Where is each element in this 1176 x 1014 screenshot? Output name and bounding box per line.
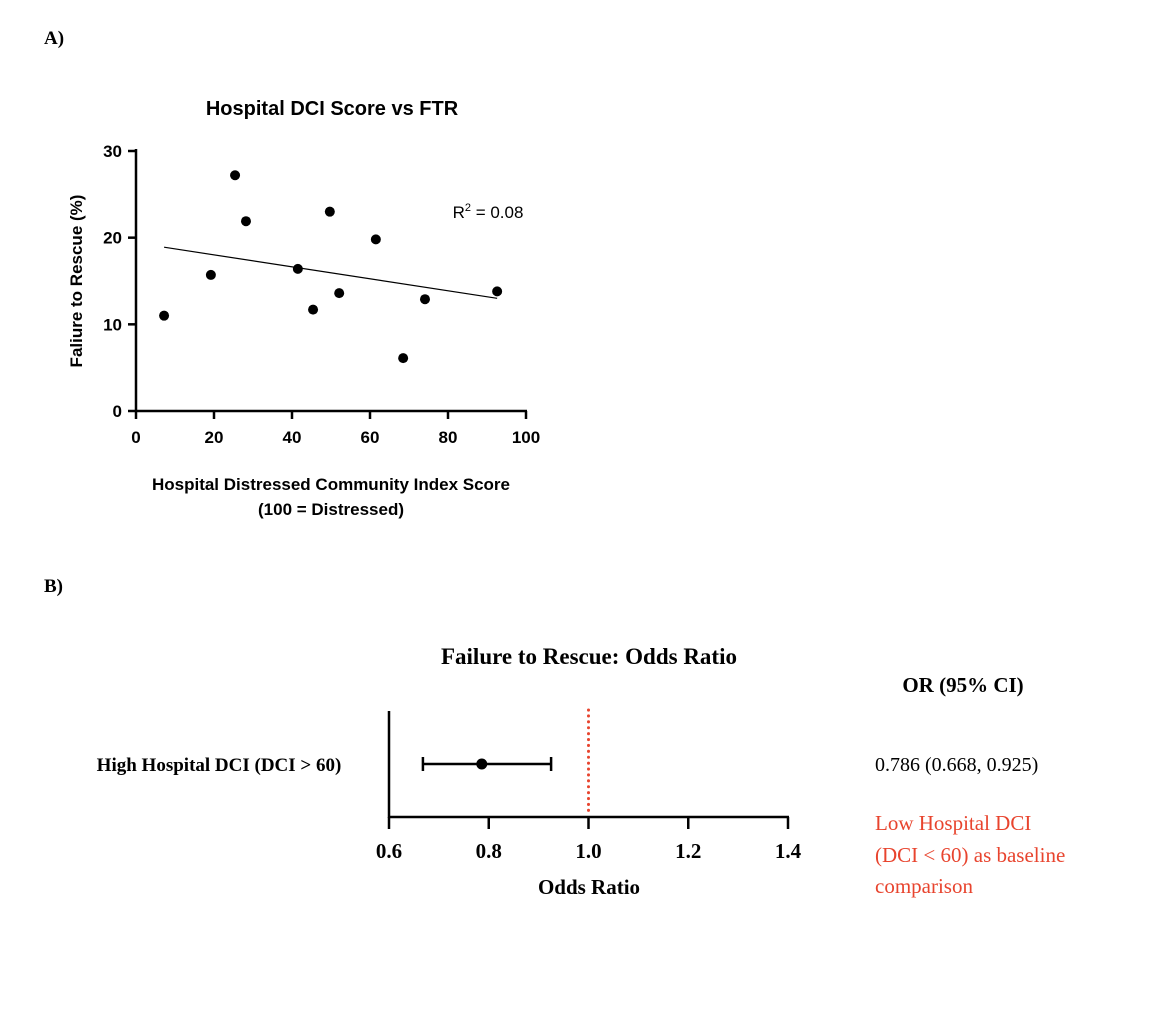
forest-row-value: 0.786 (0.668, 0.925) bbox=[875, 754, 1038, 776]
data-point bbox=[292, 263, 303, 274]
scatter-plot: 0 20 40 60 80 100 0 10 20 30 bbox=[103, 142, 540, 447]
data-point bbox=[398, 353, 409, 364]
x-axis-label: Hospital Distressed Community Index Scor… bbox=[152, 475, 510, 494]
x-tick-label: 20 bbox=[205, 428, 224, 447]
y-tick-label: 0 bbox=[113, 402, 122, 421]
x-tick-label: 100 bbox=[512, 428, 540, 447]
panel-a-label: A) bbox=[44, 28, 64, 49]
data-point bbox=[324, 206, 335, 217]
forest-x-tick-label: 1.0 bbox=[575, 839, 601, 863]
y-tick-label: 10 bbox=[103, 315, 122, 334]
forest-plot: 0.6 0.8 1.0 1.2 1.4 bbox=[376, 708, 802, 863]
data-point bbox=[240, 216, 251, 227]
data-point bbox=[159, 310, 170, 321]
baseline-note-line2: (DCI < 60) as baseline bbox=[875, 843, 1065, 867]
data-point bbox=[492, 286, 503, 297]
data-point bbox=[205, 269, 216, 280]
r-squared-annotation: R2 = 0.08 bbox=[453, 202, 524, 222]
forest-x-tick-label: 0.8 bbox=[476, 839, 502, 863]
regression-line bbox=[163, 246, 498, 299]
data-point bbox=[370, 234, 381, 245]
x-tick-label: 40 bbox=[283, 428, 302, 447]
x-tick-label: 0 bbox=[131, 428, 140, 447]
forest-x-tick-label: 1.2 bbox=[675, 839, 701, 863]
scatter-title: Hospital DCI Score vs FTR bbox=[206, 98, 459, 120]
forest-title: Failure to Rescue: Odds Ratio bbox=[441, 644, 737, 669]
y-tick-label: 20 bbox=[103, 229, 122, 248]
data-point bbox=[334, 288, 345, 299]
forest-x-tick-label: 0.6 bbox=[376, 839, 402, 863]
data-point bbox=[230, 170, 241, 181]
x-tick-label: 80 bbox=[439, 428, 458, 447]
panel-b-label: B) bbox=[44, 576, 63, 597]
odds-ratio-point bbox=[476, 758, 488, 770]
x-tick-label: 60 bbox=[361, 428, 380, 447]
y-tick-label: 30 bbox=[103, 142, 122, 161]
forest-x-tick-label: 1.4 bbox=[775, 839, 802, 863]
data-point bbox=[419, 294, 430, 305]
or-column-header: OR (95% CI) bbox=[902, 673, 1023, 697]
baseline-note-line1: Low Hospital DCI bbox=[875, 811, 1031, 835]
x-axis-label-line2: (100 = Distressed) bbox=[258, 500, 404, 519]
y-axis-label: Faliure to Rescue (%) bbox=[67, 195, 86, 368]
forest-x-axis-label: Odds Ratio bbox=[538, 875, 640, 899]
baseline-note-line3: comparison bbox=[875, 874, 973, 898]
forest-row-label: High Hospital DCI (DCI > 60) bbox=[97, 755, 342, 776]
data-point bbox=[308, 304, 319, 315]
